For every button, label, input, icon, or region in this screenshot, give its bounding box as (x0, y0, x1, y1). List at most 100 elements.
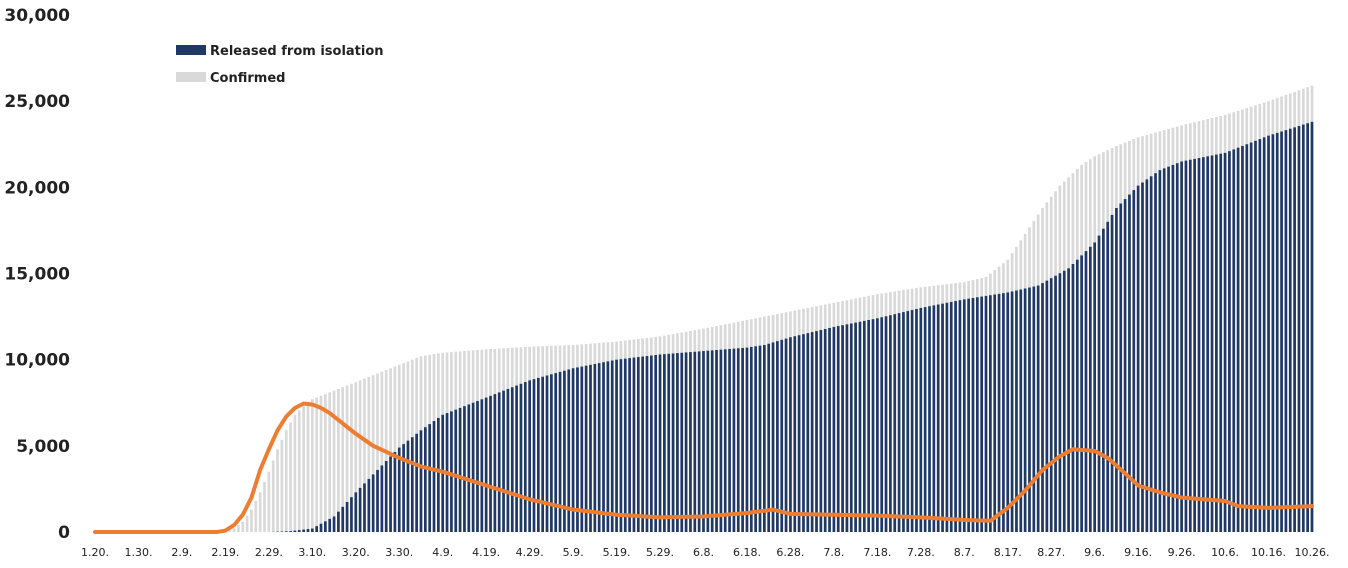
bar-released (724, 349, 727, 532)
bar-released (898, 313, 901, 532)
bar-confirmed (233, 529, 236, 532)
bar-released (1211, 155, 1214, 532)
bar-released (1206, 156, 1209, 532)
bar-released (476, 401, 479, 532)
bar-released (1245, 144, 1248, 532)
x-tick-label: 3.30. (385, 546, 413, 559)
bar-released (285, 531, 288, 532)
bar-released (502, 391, 505, 532)
bar-released (1046, 281, 1049, 532)
bar-released (993, 295, 996, 532)
bar-released (837, 326, 840, 532)
bar-released (550, 374, 553, 532)
bar-released (985, 296, 988, 532)
bar-released (1198, 158, 1201, 532)
bar-released (576, 367, 579, 532)
bar-released (750, 347, 753, 532)
bar-released (1302, 125, 1305, 532)
bar-released (754, 346, 757, 532)
bar-released (680, 353, 683, 532)
bar-released (972, 298, 975, 532)
bar-released (589, 365, 592, 532)
bar-released (507, 389, 510, 532)
bar-released (859, 322, 862, 532)
bar-released (1280, 132, 1283, 533)
bar-released (381, 465, 384, 532)
bar-released (815, 331, 818, 532)
bar-released (954, 301, 957, 532)
bar-confirmed (320, 396, 323, 532)
bar-released (624, 359, 627, 532)
bar-released (863, 321, 866, 532)
bar-released (1272, 134, 1275, 532)
bar-released (1289, 129, 1292, 532)
bar-released (798, 335, 801, 532)
bar-released (480, 399, 483, 532)
x-tick-label: 6.8. (693, 546, 714, 559)
bar-confirmed (259, 492, 262, 532)
bar-released (1241, 146, 1244, 532)
bar-released (924, 307, 927, 532)
bar-released (1106, 222, 1109, 532)
bar-released (1293, 127, 1296, 532)
bar-released (1154, 173, 1157, 532)
bar-released (1054, 276, 1057, 532)
bar-released (1111, 215, 1114, 532)
bar-released (980, 297, 983, 532)
bar-released (1172, 165, 1175, 532)
bar-released (1298, 126, 1301, 532)
bar-confirmed (281, 440, 284, 532)
bar-released (633, 358, 636, 532)
bar-released (702, 351, 705, 532)
bar-released (772, 342, 775, 532)
bar-released (737, 348, 740, 532)
bar-released (1150, 176, 1153, 532)
bar-released (554, 373, 557, 532)
bar-released (689, 352, 692, 532)
bar-released (667, 354, 670, 532)
bar-released (489, 396, 492, 532)
bar-released (915, 309, 918, 532)
x-tick-label: 4.19. (472, 546, 500, 559)
bar-released (1202, 157, 1205, 532)
bar-released (637, 357, 640, 532)
bar-released (767, 344, 770, 532)
bar-released (607, 361, 610, 532)
bar-released (394, 452, 397, 532)
bar-released (707, 351, 710, 532)
bar-released (459, 408, 462, 532)
bar-released (1176, 163, 1179, 532)
bar-released (654, 355, 657, 532)
bar-released (1167, 167, 1170, 532)
x-tick-label: 7.8. (823, 546, 844, 559)
bar-confirmed (237, 525, 240, 532)
bar-released (963, 299, 966, 532)
bar-released (298, 530, 301, 532)
bar-released (850, 323, 853, 532)
bar-released (450, 411, 453, 532)
bar-confirmed (241, 522, 244, 532)
bar-released (485, 398, 488, 532)
bar-released (1072, 264, 1075, 532)
bar-confirmed (311, 399, 314, 532)
x-tick-label: 9.16. (1124, 546, 1152, 559)
bar-released (911, 310, 914, 532)
bar-released (333, 516, 336, 532)
bar-released (933, 305, 936, 532)
bar-released (828, 328, 831, 532)
bar-released (889, 315, 892, 532)
bar-released (1041, 283, 1044, 532)
bar-released (1185, 161, 1188, 532)
y-tick-label: 15,000 (4, 265, 70, 285)
bar-released (359, 488, 362, 532)
bar-confirmed (337, 389, 340, 532)
bar-released (793, 336, 796, 532)
bar-released (1006, 292, 1009, 532)
bar-released (998, 294, 1001, 532)
bar-released (893, 314, 896, 532)
bar-released (672, 353, 675, 532)
bar-released (537, 378, 540, 532)
bar-released (546, 376, 549, 532)
bar-released (341, 507, 344, 532)
